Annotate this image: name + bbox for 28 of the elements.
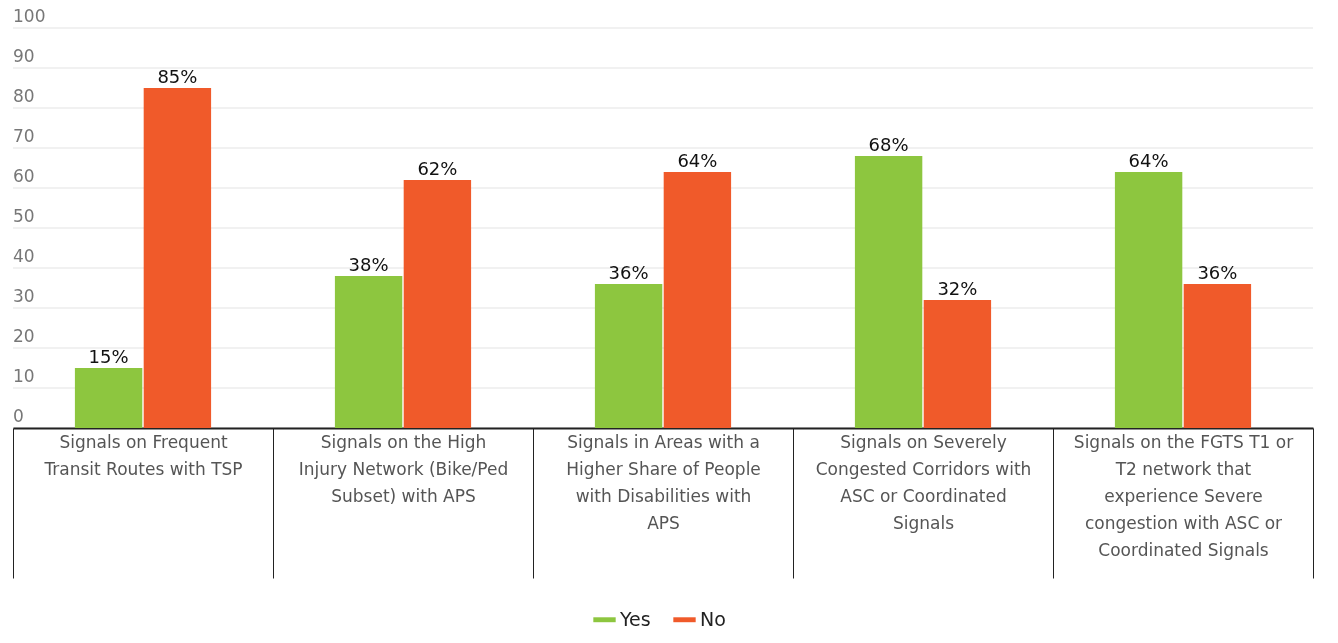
legend-label: No	[700, 607, 726, 630]
y-tick-label: 50	[13, 206, 35, 226]
data-label: 15%	[88, 346, 129, 367]
x-tick-label: Signals in Areas with a Higher Share of People with Disabilities with APS	[566, 431, 761, 533]
legend-label: Yes	[619, 607, 651, 630]
data-label: 36%	[1197, 262, 1238, 283]
y-tick-label: 70	[13, 126, 35, 146]
data-label: 85%	[157, 66, 198, 87]
data-label: 68%	[868, 134, 909, 155]
y-tick-label: 40	[13, 246, 35, 266]
data-label: 64%	[1128, 150, 1169, 171]
y-tick-label: 90	[13, 46, 35, 66]
y-tick-label: 60	[13, 166, 35, 186]
data-label: 38%	[348, 254, 389, 275]
x-tick-label: Signals on Frequent Transit Routes with TSP	[43, 431, 243, 479]
x-tick-label: Signals on Severely Congested Corridors with ASC or Coordinated Signals	[815, 431, 1032, 533]
data-label: 62%	[417, 158, 458, 179]
data-label: 36%	[608, 262, 649, 283]
y-tick-label: 100	[13, 6, 46, 26]
y-tick-label: 20	[13, 326, 35, 346]
y-tick-label: 10	[13, 366, 35, 386]
x-tick-label: Signals on the High Injury Network (Bike/Ped Subset) with APS	[298, 431, 509, 506]
y-tick-label: 30	[13, 286, 35, 306]
x-tick-label: Signals on the FGTS T1 or T2 network that experience Severe congestion with ASC or Coordinated Signals	[1073, 431, 1294, 560]
data-label: 64%	[677, 150, 718, 171]
data-label: 32%	[937, 278, 978, 299]
y-tick-label: 80	[13, 86, 35, 106]
y-tick-label: 0	[13, 406, 24, 426]
